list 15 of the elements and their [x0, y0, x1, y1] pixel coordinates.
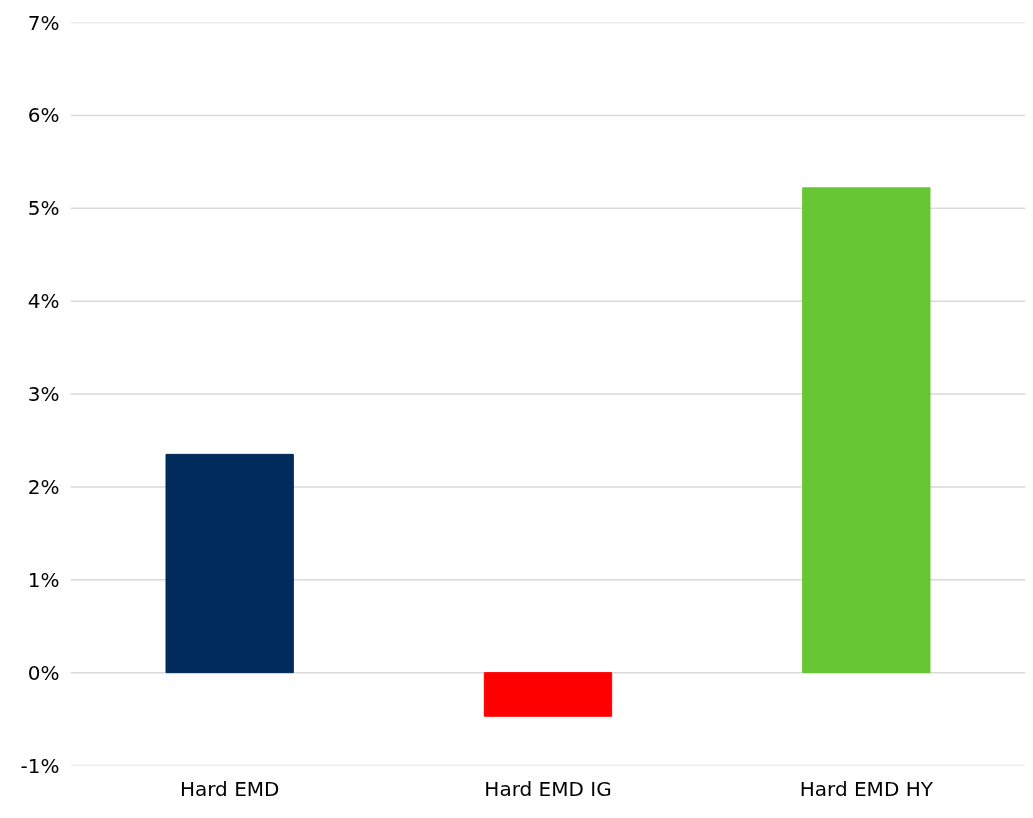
y-tick-label: 5% [27, 196, 60, 221]
x-tick-label: Hard EMD IG [484, 776, 612, 801]
bar [483, 672, 613, 717]
y-tick-label: 2% [27, 474, 60, 499]
y-tick-label: 3% [27, 382, 60, 406]
y-tick-label: 6% [27, 103, 60, 128]
y-tick-label: -1% [20, 753, 60, 778]
x-tick-label: Hard EMD [179, 776, 280, 801]
y-tick-label: 0% [27, 660, 60, 685]
y-tick-label: 7% [27, 10, 60, 35]
x-tick-label: Hard EMD HY [799, 776, 934, 801]
y-tick-label: 1% [27, 567, 60, 592]
bar [165, 453, 294, 674]
bar [802, 187, 931, 674]
y-tick-label: 4% [27, 289, 60, 314]
